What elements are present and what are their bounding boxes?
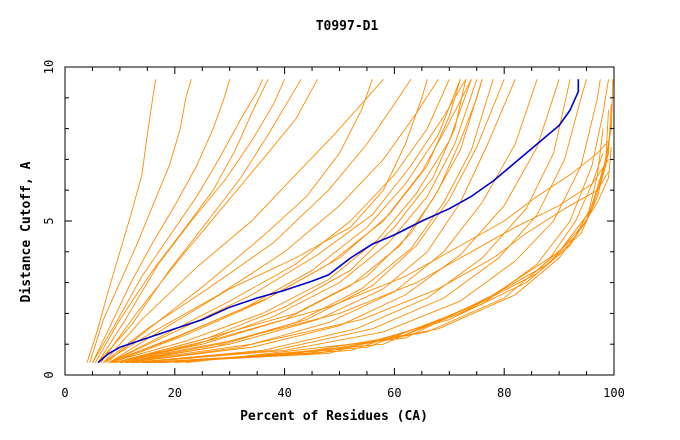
model-series-line-38 xyxy=(108,79,467,364)
model-series-line-41 xyxy=(114,79,483,364)
model-series-line-1 xyxy=(86,79,157,363)
model-series-line-24 xyxy=(136,79,601,364)
model-series-line-25 xyxy=(141,79,609,364)
x-tick-label-100: 100 xyxy=(603,386,625,400)
model-series-line-21 xyxy=(125,79,560,364)
model-series-line-34 xyxy=(119,171,609,364)
model-series-line-26 xyxy=(141,153,604,364)
axis-ticks: 0 20 40 60 80 100 0 5 10 xyxy=(42,60,625,400)
model-series-line-39 xyxy=(111,79,472,364)
model-series-line-16 xyxy=(114,79,483,364)
model-series-line-40 xyxy=(114,79,467,364)
model-series-line-9 xyxy=(103,79,384,363)
x-tick-label-80: 80 xyxy=(497,386,511,400)
model-series-line-4 xyxy=(92,79,264,363)
model-series-line-5 xyxy=(94,79,269,363)
model-series-line-3 xyxy=(92,79,231,363)
model-series-line-11 xyxy=(103,79,439,364)
model-series-line-2 xyxy=(89,79,192,363)
model-series-line-19 xyxy=(119,79,516,364)
model-series-line-35 xyxy=(114,140,609,364)
x-axis-label: Percent of Residues (CA) xyxy=(240,409,428,424)
model-series-line-13 xyxy=(108,79,461,364)
model-series-line-36 xyxy=(108,79,428,364)
model-series-line-6 xyxy=(97,79,286,363)
model-series-line-17 xyxy=(119,79,494,364)
x-tick-label-60: 60 xyxy=(387,386,401,400)
model-series-line-14 xyxy=(108,79,472,364)
chart-title: T0997-D1 xyxy=(316,19,379,34)
model-series-line-22 xyxy=(130,79,571,364)
y-tick-label-10: 10 xyxy=(42,60,56,74)
x-tick-label-20: 20 xyxy=(168,386,182,400)
y-tick-label-5: 5 xyxy=(42,217,56,224)
y-axis-label: Distance Cutoff, A xyxy=(19,161,34,302)
model-series-line-7 xyxy=(97,79,302,363)
model-series-line-23 xyxy=(130,79,587,364)
plot-area xyxy=(86,79,614,364)
model-series-line-33 xyxy=(114,159,609,364)
model-series-line-15 xyxy=(114,79,478,364)
x-tick-label-0: 0 xyxy=(61,386,68,400)
y-tick-label-0: 0 xyxy=(42,371,56,378)
model-series-line-42 xyxy=(108,79,461,364)
highlight-series-line xyxy=(97,79,580,364)
model-series-line-20 xyxy=(125,79,538,364)
model-series-line-32 xyxy=(185,122,612,364)
x-tick-label-40: 40 xyxy=(277,386,291,400)
model-series-line-37 xyxy=(105,79,373,364)
model-series-line-8 xyxy=(100,79,318,363)
